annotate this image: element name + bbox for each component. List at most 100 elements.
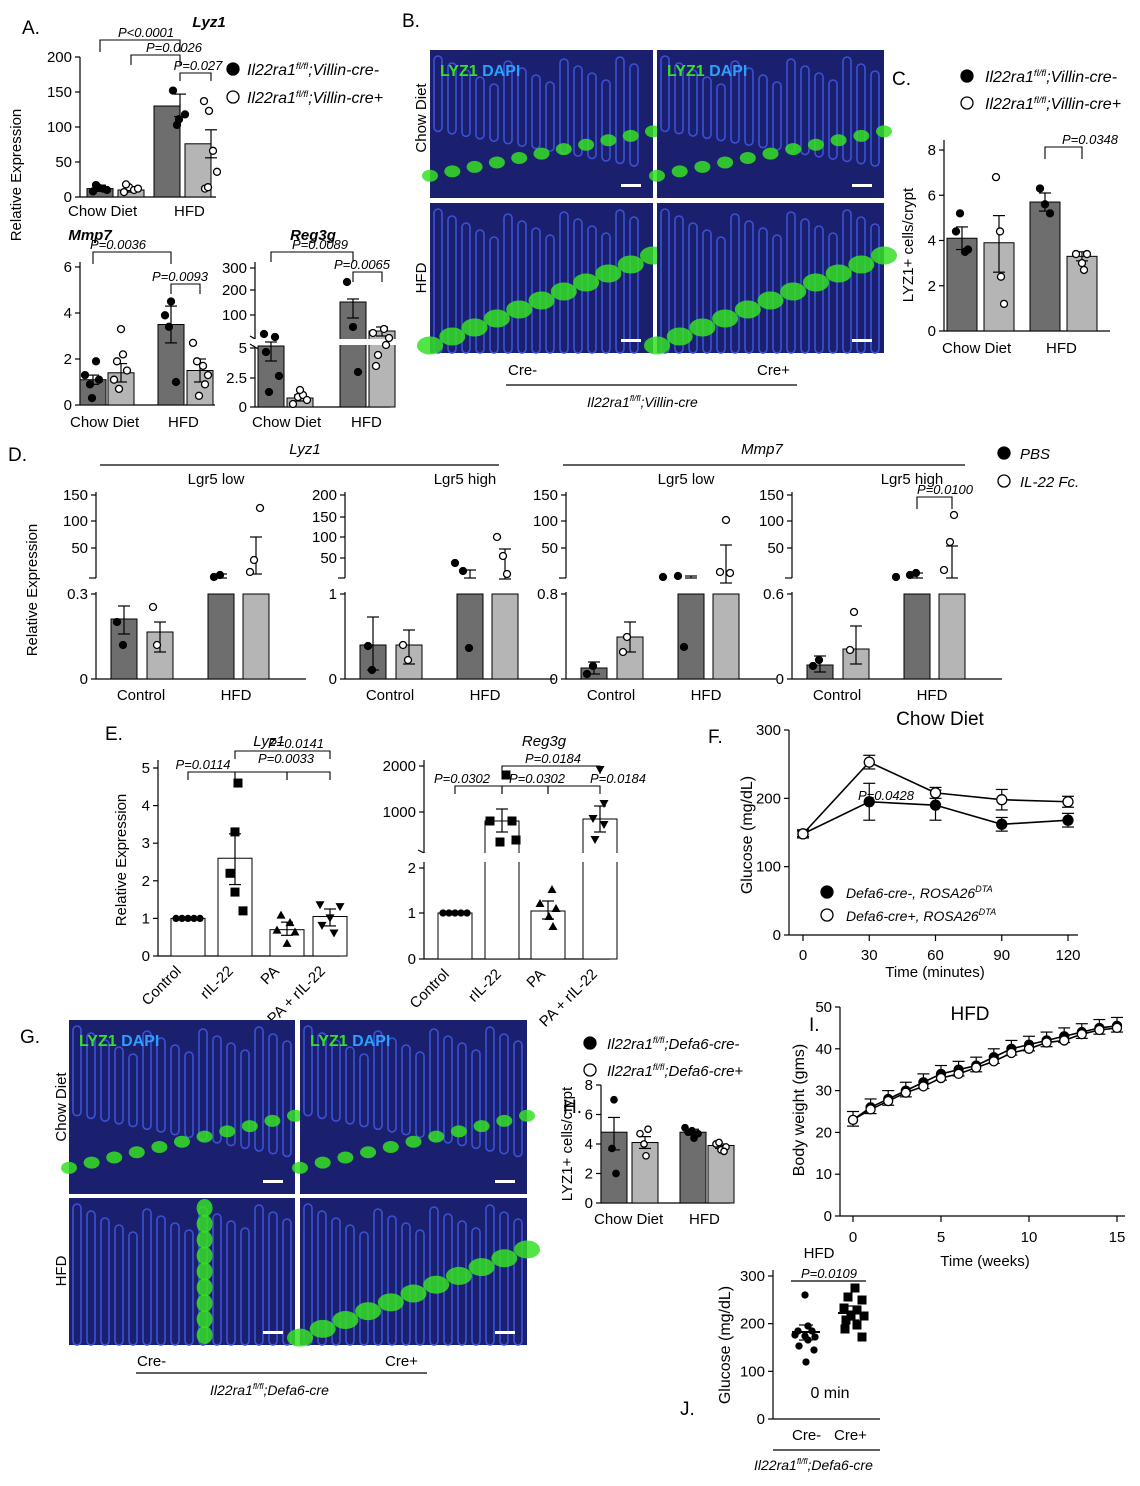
p-value: P=0.0089 — [292, 237, 348, 252]
y-axis-label: Relative Expression — [113, 794, 130, 927]
scale-bar — [621, 339, 641, 342]
bar — [679, 1131, 707, 1204]
data-point — [353, 367, 363, 377]
x-tick-label: Chow Diet — [70, 414, 140, 431]
lyz1-cell — [519, 1109, 535, 1122]
panel-letter: J. — [680, 1399, 695, 1420]
villus — [447, 62, 457, 135]
lyz1-cell — [555, 143, 572, 156]
data-point — [988, 1056, 999, 1067]
p-value: P=0.0093 — [152, 269, 209, 284]
y-axis-label: Glucose (mg/dL) — [717, 1286, 734, 1404]
data-point — [91, 357, 101, 366]
data-point — [883, 1095, 894, 1107]
lyz1-cell — [355, 1302, 382, 1321]
data-point — [955, 209, 965, 218]
y-tick-label: 150 — [63, 487, 88, 504]
villus — [716, 236, 726, 354]
column-label: Cre+ — [385, 1353, 418, 1370]
data-point — [949, 510, 959, 520]
image-background — [657, 50, 884, 198]
lyz1-cell — [496, 1114, 513, 1127]
x-tick-label: HFD — [351, 414, 382, 431]
image-background — [69, 1198, 295, 1345]
villus — [128, 1231, 138, 1346]
chart-title: Lyz1 — [192, 14, 225, 31]
x-tick-label: HFD — [1046, 340, 1077, 357]
villus — [499, 1211, 509, 1346]
villus — [401, 1044, 411, 1136]
y-tick-label: 2 — [408, 860, 416, 877]
y-tick-label: 50 — [815, 999, 832, 1016]
image-background — [69, 1020, 295, 1194]
lyz1-cell — [219, 1125, 236, 1138]
villus — [401, 1222, 411, 1346]
data-point — [171, 377, 181, 387]
lyz1-cell — [506, 300, 533, 319]
significance-bracket — [170, 283, 201, 294]
y-tick-label: 1 — [408, 905, 416, 922]
legend-label: PBS — [1020, 446, 1050, 463]
lyz1-cell — [644, 336, 670, 355]
villus — [226, 1220, 236, 1346]
data-point — [180, 110, 190, 119]
villus — [156, 1215, 166, 1346]
data-point — [843, 1292, 853, 1302]
data-point — [618, 647, 628, 657]
significance-bracket — [547, 785, 601, 794]
y-tick-label: 5 — [239, 340, 247, 357]
data-point — [121, 180, 131, 189]
scale-bar — [495, 1331, 515, 1334]
data-point — [403, 655, 413, 665]
data-point — [245, 567, 255, 577]
villus — [317, 1210, 327, 1346]
channel-label: LYZ1 DAPI — [79, 1033, 159, 1050]
lyz1-cell — [360, 1146, 377, 1159]
lyz1-cell — [617, 255, 644, 274]
data-point — [929, 787, 942, 799]
y-tick-label: 40 — [815, 1041, 832, 1058]
villus — [443, 1035, 453, 1144]
data-point — [274, 371, 284, 381]
y-tick-label: 150 — [759, 487, 784, 504]
channel-label: LYZ1 DAPI — [667, 63, 747, 80]
y-tick-label: 8 — [928, 142, 936, 159]
data-point — [840, 1324, 850, 1334]
data-point — [212, 167, 222, 176]
lyz1-cell — [439, 327, 466, 346]
genotype-label: Il22ra1fl/fl;Villin-cre — [587, 393, 698, 410]
data-point — [329, 929, 339, 938]
significance-bracket — [454, 785, 503, 794]
lyz1-cell — [550, 282, 577, 301]
data-point — [502, 569, 512, 579]
legend-label: Il22ra1fl/fl;Defa6-cre- — [607, 1035, 739, 1053]
channel-label: LYZ1 DAPI — [440, 63, 520, 80]
data-point — [200, 380, 210, 389]
lyz1-cell — [848, 255, 875, 274]
villus — [674, 62, 684, 135]
data-point — [863, 796, 875, 808]
row-label: Chow Diet — [53, 1072, 70, 1142]
data-point — [991, 172, 1001, 182]
significance-bracket — [234, 771, 288, 780]
villus — [587, 72, 597, 160]
data-point — [288, 399, 298, 409]
data-point — [485, 816, 495, 826]
villus — [359, 1231, 369, 1346]
y-tick-label: 100 — [759, 513, 784, 530]
villus — [870, 223, 880, 354]
data-point — [450, 558, 460, 568]
y-tick-label: 200 — [222, 282, 247, 299]
y-tick-label: 50 — [541, 540, 558, 557]
x-tick-label: Control — [139, 963, 185, 1009]
data-point — [261, 347, 271, 357]
lyz1-cell — [196, 1214, 213, 1233]
x-tick-label: 15 — [1109, 1229, 1126, 1246]
p-value: P=0.0184 — [590, 771, 646, 786]
lyz1-cell — [666, 327, 693, 346]
micrograph-image: LYZ1 DAPI — [422, 50, 661, 198]
y-tick-label: 4 — [142, 798, 150, 815]
data-point — [184, 914, 192, 923]
y-tick-label: 100 — [756, 859, 781, 876]
